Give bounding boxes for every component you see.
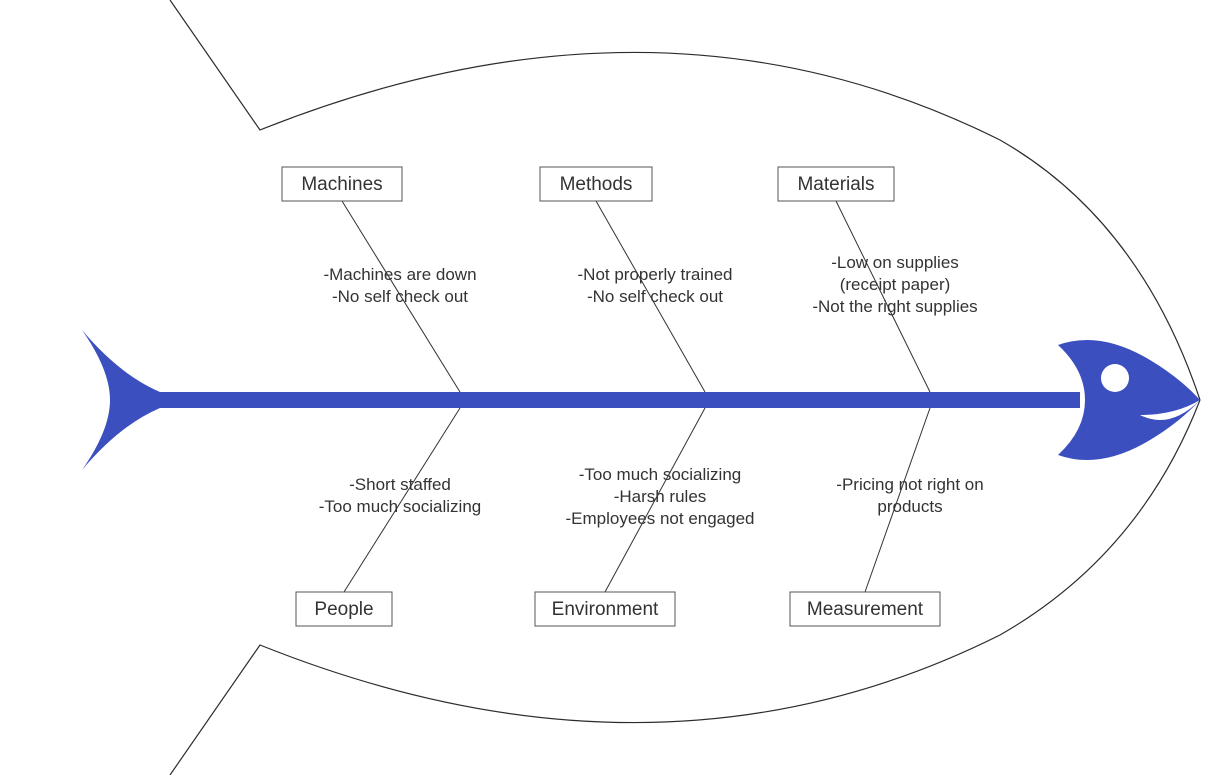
category-label: Machines <box>301 174 382 195</box>
cause-text: (receipt paper) <box>840 275 951 294</box>
category-label: Environment <box>552 599 659 620</box>
category-label: Measurement <box>807 599 924 620</box>
category-label: Methods <box>560 174 633 195</box>
cause-text: -Short staffed <box>349 475 451 494</box>
cause-text: -Pricing not right on <box>836 475 983 494</box>
cause-text: -Not properly trained <box>578 265 733 284</box>
cause-text: -No self check out <box>587 287 723 306</box>
cause-text: -Low on supplies <box>831 253 959 272</box>
fishbone-diagram: Machines -Machines are down -No self check… <box>0 0 1230 775</box>
cause-text: products <box>877 497 942 516</box>
cause-text: -Machines are down <box>323 265 476 284</box>
fish-spine <box>150 392 1080 408</box>
category-label: People <box>314 599 373 620</box>
cause-text: -Too much socializing <box>579 465 742 484</box>
fish-body-outline-bottom <box>170 400 1200 775</box>
cause-text: -Too much socializing <box>319 497 482 516</box>
fish-eye <box>1101 364 1129 392</box>
cause-text: -Harsh rules <box>614 487 707 506</box>
cause-text: -Employees not engaged <box>565 509 754 528</box>
cause-text: -No self check out <box>332 287 468 306</box>
cause-text: -Not the right supplies <box>812 297 977 316</box>
fish-tail <box>82 330 160 470</box>
category-label: Materials <box>797 174 874 195</box>
